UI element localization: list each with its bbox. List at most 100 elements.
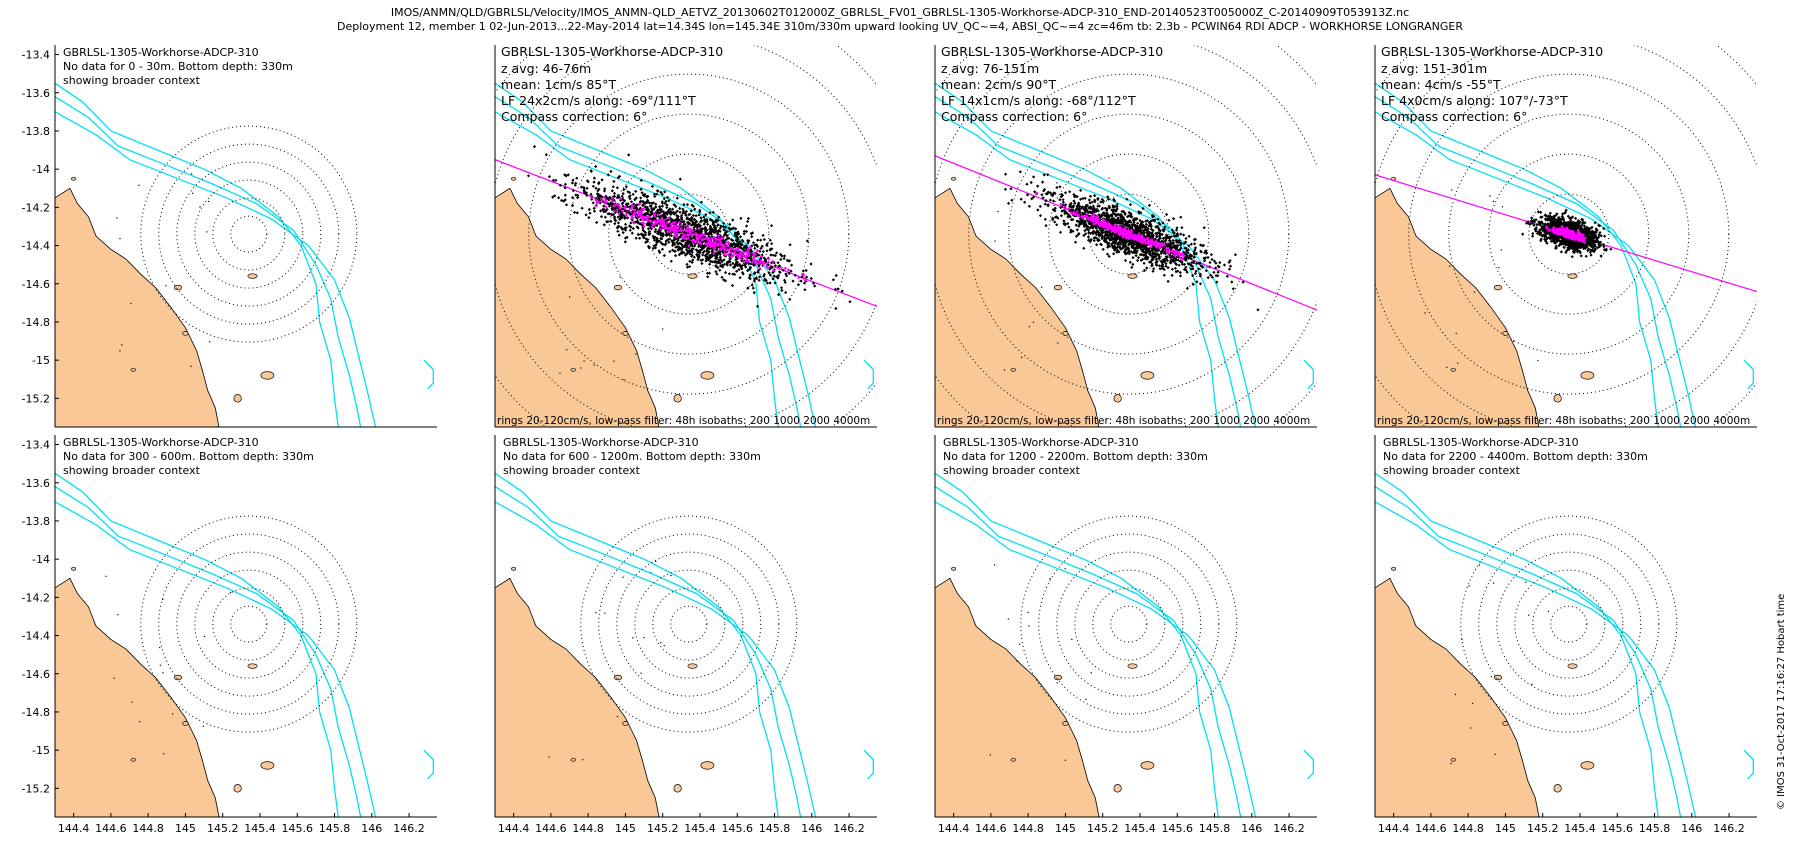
reef-speck xyxy=(1019,643,1021,645)
velocity-ring xyxy=(670,605,708,643)
isobath-line xyxy=(55,96,362,427)
reef-speck xyxy=(1450,762,1452,765)
plot-area xyxy=(495,45,877,427)
reef-speck xyxy=(580,367,582,369)
island xyxy=(1493,674,1503,681)
panel-title: GBRLSL-1305-Workhorse-ADCP-310 xyxy=(941,44,1163,59)
isobath-line xyxy=(55,82,339,427)
velocity-ring xyxy=(158,533,340,715)
reef-speck xyxy=(119,350,121,352)
velocity-ring xyxy=(1008,113,1250,355)
reef-speck xyxy=(1493,582,1495,584)
island xyxy=(1010,367,1016,372)
reef-speck xyxy=(670,574,672,577)
reef-speck xyxy=(1494,753,1496,755)
y-tick-label: -14.8 xyxy=(22,706,50,719)
velocity-ring xyxy=(1528,193,1610,275)
x-tick-label: 144.6 xyxy=(535,822,567,835)
velocity-ring xyxy=(1074,569,1184,679)
island xyxy=(130,757,136,762)
velocity-ring xyxy=(598,533,780,715)
reef-speck xyxy=(1071,638,1073,641)
panel-footer: rings 20-120cm/s, low-pass filter: 48h i… xyxy=(497,415,870,427)
island xyxy=(71,176,77,181)
island xyxy=(1502,721,1509,726)
island xyxy=(1010,757,1016,762)
island xyxy=(1127,663,1138,669)
panel: 144.4 144.6 144.8 145 145.2 145.4 145.6 145.8 14… xyxy=(1374,435,1757,835)
land xyxy=(495,187,660,427)
x-tick-label: 146.2 xyxy=(1713,822,1745,835)
isobath-line xyxy=(935,111,1257,427)
reef-speck xyxy=(1049,578,1051,580)
reef-speck xyxy=(1478,564,1481,566)
reef-speck xyxy=(113,677,115,679)
panel-title: GBRLSL-1305-Workhorse-ADCP-310 xyxy=(1381,44,1603,59)
reef-speck xyxy=(662,328,664,330)
island xyxy=(1567,663,1578,669)
velocity-ring xyxy=(140,515,358,733)
panel-info: showing broader context xyxy=(943,464,1081,477)
panel: -13.4 -13.6 -13.8 -14 -14.2 -14.4 -14.6 -14.8 -1… xyxy=(22,435,437,835)
y-tick-label: -14.4 xyxy=(22,240,50,253)
y-tick-label: -15.2 xyxy=(22,392,50,405)
reef-speck xyxy=(159,646,161,649)
reef-speck xyxy=(593,364,595,366)
x-tick-label: 144.8 xyxy=(1452,822,1484,835)
reef-speck xyxy=(208,200,210,203)
x-tick-label: 145.4 xyxy=(684,822,716,835)
island xyxy=(260,761,275,770)
island xyxy=(511,176,517,181)
velocity-ring xyxy=(230,605,268,643)
reef-speck xyxy=(1108,177,1110,179)
panel-title: GBRLSL-1305-Workhorse-ADCP-310 xyxy=(501,44,723,59)
x-tick-label: 145 xyxy=(1495,822,1516,835)
reef-speck xyxy=(1455,332,1457,334)
isobath-line xyxy=(495,111,817,427)
velocity-ring xyxy=(580,515,798,733)
reef-speck xyxy=(1021,356,1023,358)
reef-speck xyxy=(616,715,619,718)
reef-speck xyxy=(1501,206,1504,208)
x-tick-label: 146 xyxy=(801,822,822,835)
reef-speck xyxy=(202,725,204,727)
island xyxy=(687,663,698,669)
header-filename: IMOS/ANMN/QLD/GBRLSL/Velocity/IMOS_ANMN-… xyxy=(390,6,1410,19)
velocity-ring xyxy=(1496,551,1642,697)
reef-speck xyxy=(1028,625,1030,627)
reef-speck xyxy=(635,353,637,355)
velocity-ring xyxy=(1408,73,1730,395)
panel-info: LF 24x2cm/s along: -69°/111°T xyxy=(501,93,696,108)
y-tick-label: -13.8 xyxy=(22,125,50,138)
plot-area xyxy=(55,472,434,817)
x-tick-label: 145.8 xyxy=(319,822,351,835)
island xyxy=(173,284,183,291)
reef-speck xyxy=(121,344,123,346)
x-tick-label: 145.8 xyxy=(759,822,791,835)
reef-speck xyxy=(139,721,141,723)
y-tick-label: -13.4 xyxy=(22,439,50,452)
reef-speck xyxy=(206,231,208,233)
reef-speck xyxy=(640,672,642,674)
island xyxy=(233,394,242,403)
panel: 144.4 144.6 144.8 145 145.2 145.4 145.6 145.8 14… xyxy=(494,435,877,835)
reef-speck xyxy=(162,598,164,601)
reef-speck xyxy=(1498,267,1500,269)
reef-speck xyxy=(162,672,164,674)
velocity-ring xyxy=(648,193,730,275)
plot-area xyxy=(1375,472,1754,817)
isobath-line xyxy=(1375,96,1682,427)
reef-speck xyxy=(230,591,232,594)
reef-speck xyxy=(660,642,662,644)
reef-speck xyxy=(623,379,625,381)
island xyxy=(1450,757,1456,762)
reef-speck xyxy=(622,576,624,578)
velocity-ring xyxy=(1048,153,1210,315)
y-tick-label: -14 xyxy=(32,163,50,176)
velocity-ring xyxy=(212,587,286,661)
isobath-line xyxy=(1303,359,1314,390)
reef-speck xyxy=(119,237,121,240)
velocity-ring xyxy=(1110,605,1148,643)
velocity-ring xyxy=(1488,153,1650,315)
velocity-ring xyxy=(194,179,304,289)
